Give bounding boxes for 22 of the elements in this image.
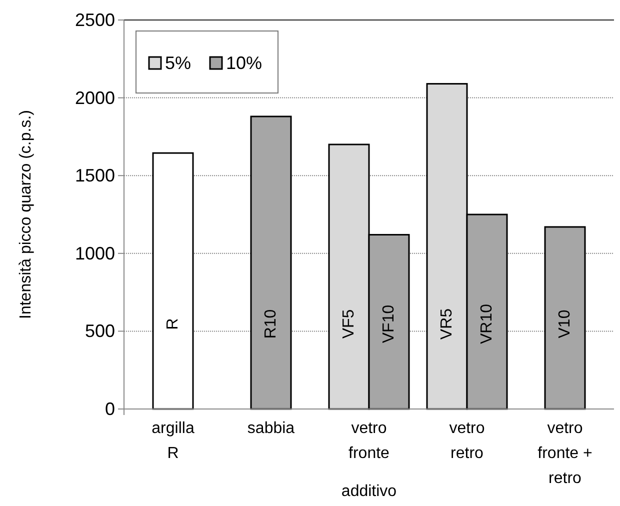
data-label: VF5 [340,309,358,339]
x-tick-label: vetro fronte + retro [538,420,592,487]
data-label: R10 [262,309,280,339]
data-label: V10 [556,310,574,338]
data-label: VR5 [438,308,456,340]
y-axis-title: Intensità picco quarzo (c.p.s.) [18,110,34,319]
data-label: VF10 [380,304,398,344]
y-tick-label: 0 [104,399,115,419]
x-axis-title: additivo [341,483,397,500]
y-tick-label: 1500 [74,166,115,186]
data-label: R [164,318,182,330]
x-tick-label: argilla R [152,420,194,462]
legend-label: 5% [165,53,192,73]
x-tick-label: sabbia [247,420,295,437]
data-label: VR10 [478,304,496,344]
y-tick-label: 500 [84,321,115,342]
y-tick-label: 2000 [74,88,115,108]
x-tick-label: vetro fronte [348,420,390,462]
y-tick-label: 1000 [74,243,115,264]
y-tick-label: 2500 [74,10,115,30]
x-tick-label: vetro retro [449,420,485,462]
legend-label: 10% [226,53,262,73]
